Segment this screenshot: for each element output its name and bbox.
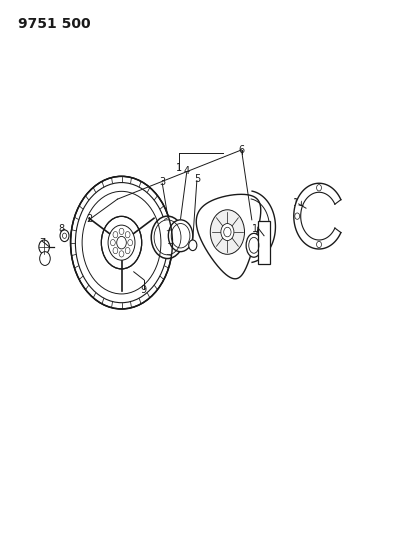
Circle shape [60,230,69,241]
Circle shape [168,220,192,252]
Circle shape [210,210,244,254]
Text: 2: 2 [85,214,92,224]
Text: 9: 9 [141,285,146,295]
Text: 6: 6 [238,145,244,155]
Text: 4: 4 [183,166,189,176]
Text: 5: 5 [193,174,200,184]
Circle shape [40,252,50,265]
Circle shape [188,240,196,251]
Circle shape [101,216,142,269]
Circle shape [75,183,167,303]
Text: 8: 8 [58,224,65,235]
Bar [258,221,269,264]
Text: 3: 3 [159,176,165,187]
Circle shape [39,240,49,254]
Polygon shape [196,195,260,279]
Text: 10: 10 [251,224,263,235]
Text: 9751 500: 9751 500 [18,17,90,31]
Circle shape [151,216,183,259]
Circle shape [220,223,234,240]
Text: 7: 7 [39,238,45,248]
Text: 11: 11 [292,198,304,208]
Circle shape [70,176,172,309]
Text: 1: 1 [175,164,181,173]
Ellipse shape [245,233,261,257]
